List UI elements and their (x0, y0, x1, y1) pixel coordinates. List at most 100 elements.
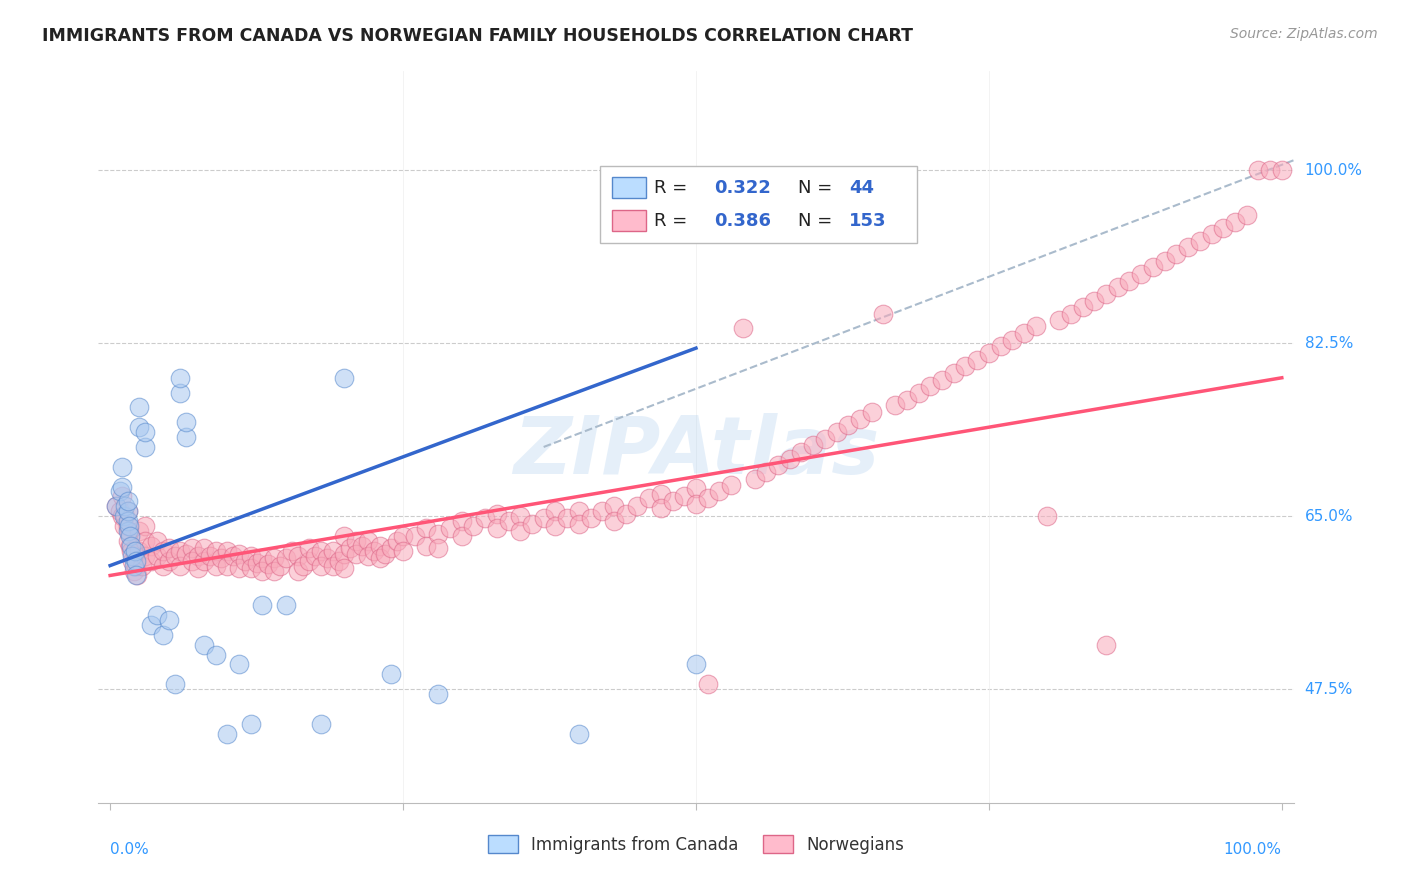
Point (169, 385, 191, 400)
Point (1130, 267, 1153, 281)
Point (263, 564, 285, 578)
Point (174, 415, 197, 429)
Point (544, 504, 567, 518)
Point (385, 533, 409, 548)
Point (134, 549, 156, 563)
Text: N =: N = (797, 179, 838, 197)
Text: 0.0%: 0.0% (110, 842, 149, 856)
Point (157, 613, 180, 627)
Point (1258, 163, 1281, 178)
Point (169, 371, 191, 385)
Point (896, 392, 918, 407)
Point (124, 549, 146, 563)
Point (134, 440, 156, 454)
Point (309, 543, 332, 558)
Point (121, 549, 143, 563)
Point (322, 558, 344, 573)
Point (779, 451, 801, 466)
Point (1247, 163, 1270, 178)
Point (357, 549, 380, 563)
Point (112, 519, 135, 533)
Point (120, 529, 141, 543)
Point (474, 511, 496, 525)
Point (193, 541, 215, 555)
Point (415, 539, 437, 553)
Point (117, 524, 139, 538)
Point (509, 524, 531, 538)
Point (650, 501, 672, 516)
Point (120, 539, 142, 553)
Point (128, 524, 150, 538)
Point (292, 558, 315, 573)
Point (228, 547, 250, 561)
Point (498, 514, 520, 528)
Point (287, 549, 309, 563)
Point (696, 677, 718, 691)
Point (274, 550, 297, 565)
Point (520, 517, 543, 532)
Point (392, 529, 415, 543)
Point (181, 541, 204, 555)
Point (1001, 333, 1024, 347)
Point (134, 533, 156, 548)
Point (685, 657, 707, 672)
Point (344, 533, 367, 548)
Point (204, 648, 226, 662)
Point (233, 554, 256, 568)
Point (174, 430, 197, 444)
Point (333, 547, 356, 561)
Point (1166, 247, 1188, 261)
Point (720, 477, 742, 491)
Point (204, 558, 226, 573)
Point (709, 484, 731, 499)
Point (1012, 326, 1035, 341)
Point (141, 618, 163, 632)
Point (579, 511, 602, 525)
Point (141, 554, 163, 568)
Point (1071, 300, 1094, 314)
Point (825, 425, 848, 439)
Point (568, 504, 591, 518)
Text: 44: 44 (849, 179, 875, 197)
Text: 0.322: 0.322 (714, 179, 770, 197)
Point (127, 568, 149, 582)
Text: 153: 153 (849, 212, 886, 230)
Point (222, 549, 245, 563)
Point (252, 564, 274, 578)
Point (1095, 286, 1118, 301)
Point (427, 527, 450, 541)
Point (1025, 319, 1047, 334)
Point (114, 500, 136, 514)
Point (790, 445, 813, 459)
Point (309, 716, 332, 731)
Point (1271, 163, 1294, 178)
Point (193, 638, 215, 652)
Point (404, 529, 426, 543)
Point (125, 558, 148, 573)
Point (368, 550, 391, 565)
Point (352, 539, 374, 553)
Point (1047, 313, 1070, 327)
Point (450, 529, 472, 543)
Point (333, 560, 356, 574)
Point (942, 366, 965, 380)
Point (298, 541, 321, 555)
Point (357, 533, 380, 548)
Point (111, 489, 134, 503)
Point (344, 547, 367, 561)
Point (187, 549, 209, 563)
Point (117, 504, 139, 518)
Point (120, 543, 142, 558)
Text: N =: N = (797, 212, 838, 230)
Point (274, 598, 297, 612)
Point (685, 482, 707, 496)
Point (374, 547, 396, 561)
Point (485, 507, 508, 521)
Point (1201, 227, 1223, 242)
Point (766, 458, 789, 472)
Text: IMMIGRANTS FROM CANADA VS NORWEGIAN FAMILY HOUSEHOLDS CORRELATION CHART: IMMIGRANTS FROM CANADA VS NORWEGIAN FAMI… (42, 27, 912, 45)
Point (603, 500, 626, 514)
Point (849, 412, 872, 426)
Point (117, 494, 139, 508)
Point (281, 543, 304, 558)
